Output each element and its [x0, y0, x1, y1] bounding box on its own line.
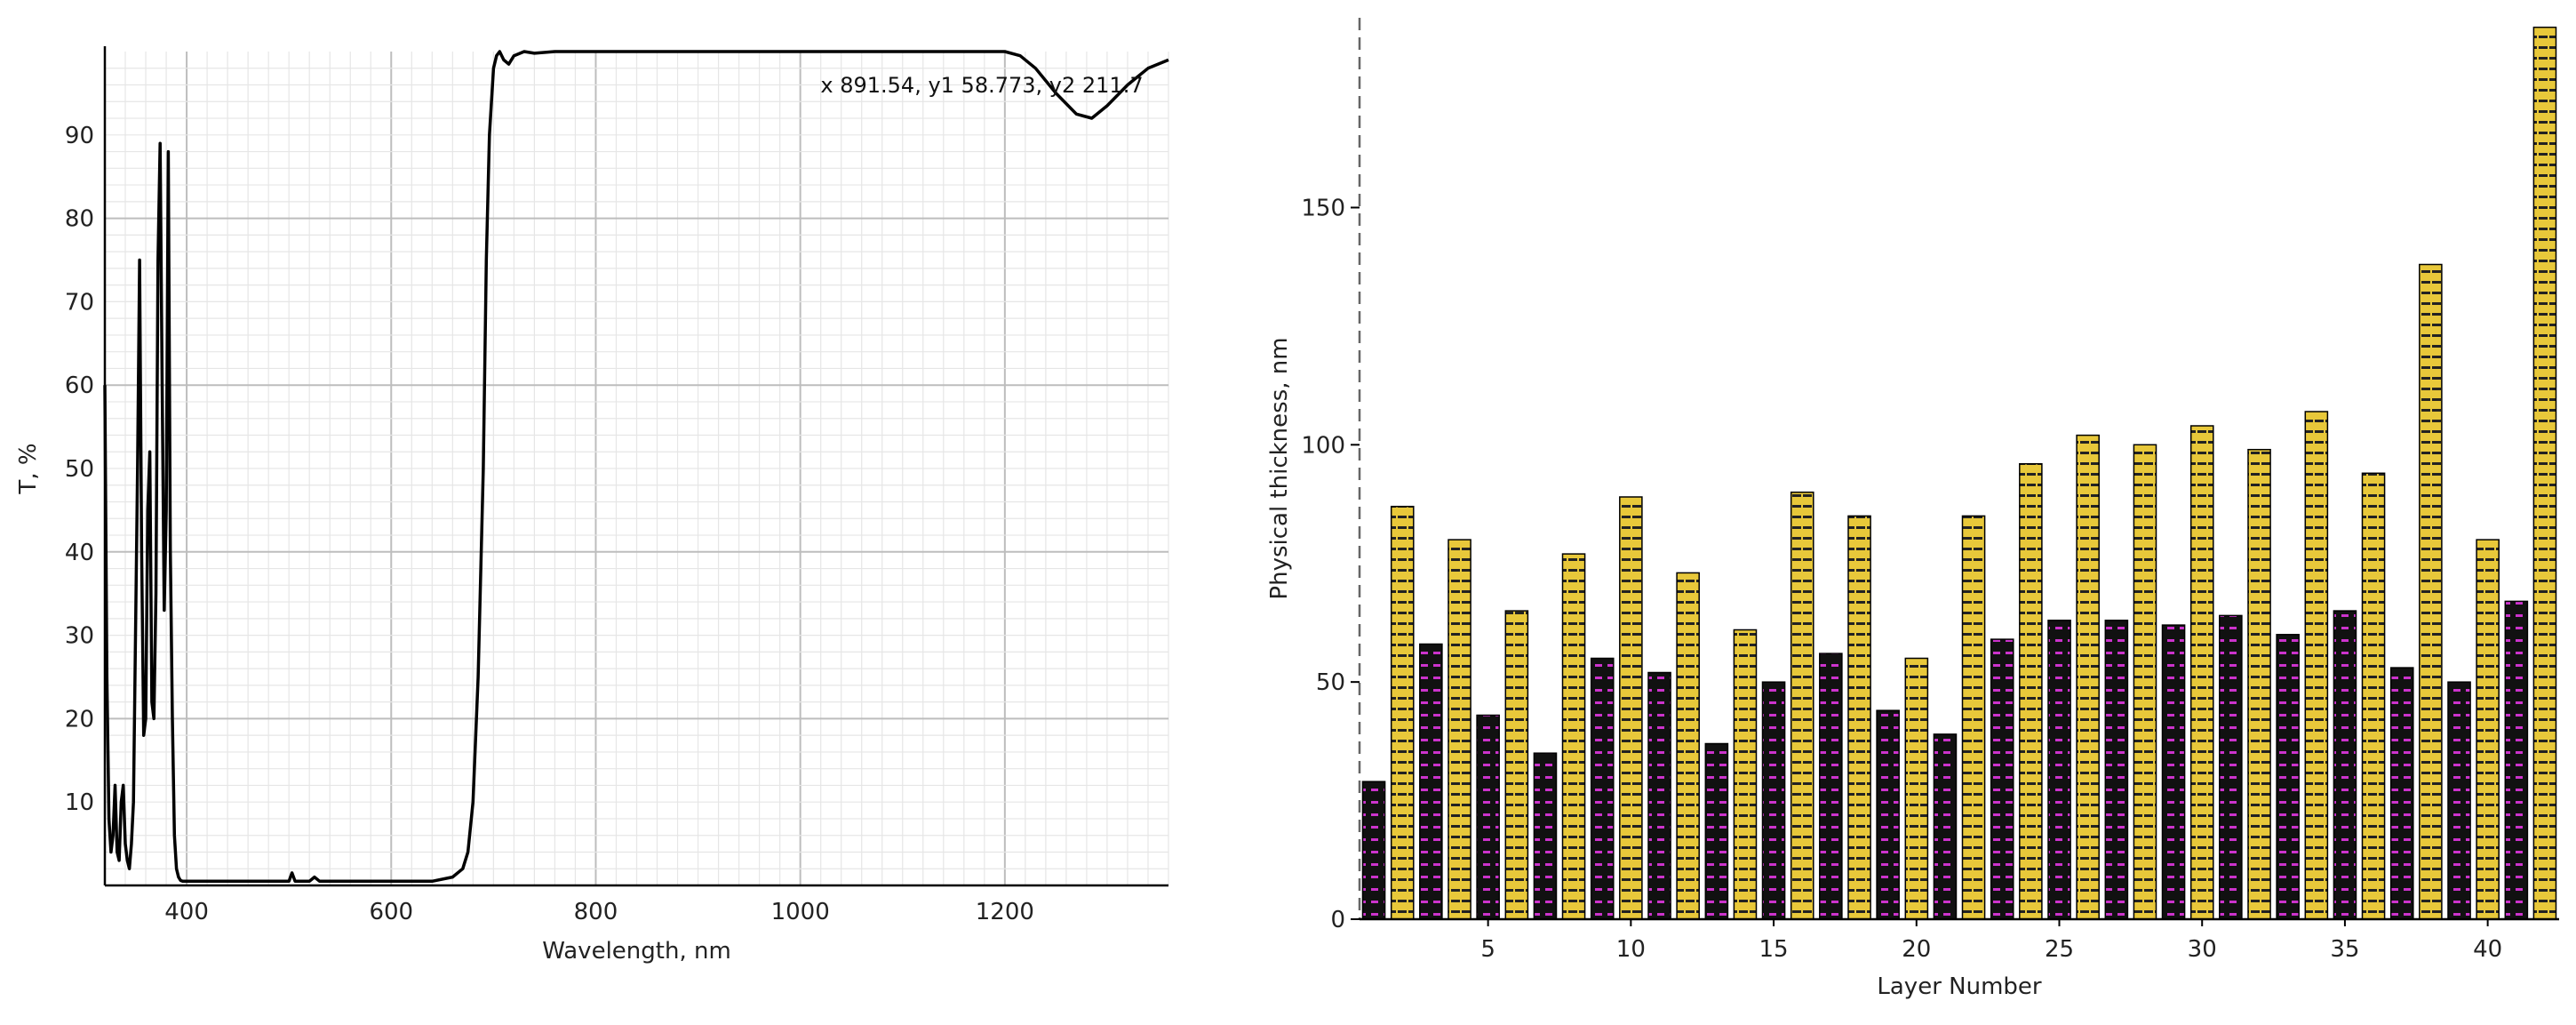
thickness-x-axis-title: Layer Number	[1877, 973, 2042, 1000]
x-tick-label: 400	[164, 899, 209, 925]
bar-layer-29[interactable]	[2161, 624, 2186, 920]
bar-layer-7[interactable]	[1533, 752, 1558, 920]
bar-layer-11[interactable]	[1647, 671, 1671, 920]
layer-thickness-chart: 5 10 15 20 25 30 35 40 0 50 100 150 Layer Number Ph…	[1266, 18, 2559, 1000]
bar-layer-33[interactable]	[2276, 634, 2300, 920]
bar-layer-4[interactable]	[1448, 539, 1471, 920]
transmittance-axes	[103, 46, 1168, 887]
x-tick-label: 25	[2045, 936, 2074, 963]
x-tick-label: 10	[1616, 936, 1646, 963]
x-tick-label: 600	[369, 899, 413, 925]
transmittance-series-line	[103, 50, 1169, 884]
thickness-plot-area[interactable]	[1360, 18, 2559, 919]
bar-layer-8[interactable]	[1561, 553, 1586, 920]
bar-layer-22[interactable]	[1961, 515, 1986, 920]
y-tick-label: 100	[1301, 432, 1345, 459]
y-tick-label: 0	[1330, 907, 1345, 933]
bar-layer-20[interactable]	[1904, 657, 1929, 920]
transmittance-tick-labels: 400 600 800 1000 1200 10 20 30 40 50 60 70 80 90	[65, 123, 1034, 925]
bar-layer-13[interactable]	[1704, 742, 1729, 920]
bar-layer-31[interactable]	[2219, 614, 2243, 920]
bar-layer-34[interactable]	[2304, 411, 2329, 920]
bar-layer-2[interactable]	[1390, 505, 1415, 920]
y-tick-label: 30	[65, 623, 94, 650]
bar-layer-40[interactable]	[2476, 539, 2500, 920]
bar-layer-28[interactable]	[2133, 444, 2157, 920]
bar-layer-15[interactable]	[1761, 681, 1786, 920]
bar-layer-39[interactable]	[2447, 681, 2471, 920]
y-tick-label: 50	[1316, 669, 1345, 696]
x-tick-label: 1000	[771, 899, 830, 925]
bar-layer-21[interactable]	[1933, 733, 1958, 920]
bar-layer-17[interactable]	[1819, 653, 1843, 920]
bar-layer-24[interactable]	[2019, 462, 2043, 920]
thickness-tick-labels: 5 10 15 20 25 30 35 40 0 50 100 150	[1301, 195, 2502, 963]
bar-layer-30[interactable]	[2189, 425, 2214, 920]
bar-layer-41[interactable]	[2504, 600, 2529, 920]
bar-layer-16[interactable]	[1790, 491, 1814, 920]
transmittance-x-axis-title: Wavelength, nm	[542, 938, 731, 965]
bar-layer-18[interactable]	[1847, 515, 1871, 920]
bar-layer-19[interactable]	[1876, 709, 1900, 920]
transmittance-chart: 400 600 800 1000 1200 10 20 30 40 50 60 70 80 90 x 89…	[15, 46, 1169, 965]
bar-layer-12[interactable]	[1676, 572, 1700, 920]
x-tick-label: 20	[1902, 936, 1931, 963]
thickness-bars	[1361, 26, 2557, 920]
x-tick-label: 15	[1759, 936, 1789, 963]
bar-layer-38[interactable]	[2419, 263, 2443, 920]
x-tick-label: 800	[574, 899, 618, 925]
bar-layer-1[interactable]	[1361, 781, 1386, 920]
bar-layer-37[interactable]	[2389, 667, 2414, 920]
bar-layer-27[interactable]	[2104, 620, 2129, 920]
transmittance-y-axis-title: T, %	[15, 443, 42, 494]
bar-layer-3[interactable]	[1419, 643, 1443, 920]
y-tick-label: 20	[65, 706, 94, 733]
cursor-readout: x 891.54, y1 58.773, y2 211.7	[820, 73, 1143, 98]
bar-layer-35[interactable]	[2333, 610, 2357, 920]
bar-layer-9[interactable]	[1590, 657, 1615, 920]
bar-layer-14[interactable]	[1733, 629, 1758, 920]
y-tick-label: 150	[1301, 195, 1345, 221]
bar-layer-6[interactable]	[1504, 610, 1529, 920]
x-tick-label: 35	[2330, 936, 2359, 963]
bar-layer-23[interactable]	[1990, 638, 2014, 920]
x-tick-label: 1200	[976, 899, 1034, 925]
thickness-y-axis-title: Physical thickness, nm	[1266, 337, 1293, 599]
transmittance-grid	[104, 52, 1169, 885]
bar-layer-10[interactable]	[1619, 496, 1643, 920]
bar-layer-32[interactable]	[2247, 448, 2271, 920]
thickness-axes	[1358, 18, 2559, 921]
x-tick-label: 30	[2188, 936, 2217, 963]
y-tick-label: 50	[65, 456, 94, 483]
bar-layer-25[interactable]	[2047, 620, 2071, 920]
bar-layer-26[interactable]	[2076, 434, 2100, 920]
y-tick-label: 90	[65, 123, 94, 149]
bar-layer-36[interactable]	[2361, 472, 2386, 920]
y-tick-label: 10	[65, 789, 94, 816]
bar-layer-42[interactable]	[2532, 26, 2557, 920]
y-tick-label: 70	[65, 289, 94, 316]
y-tick-label: 80	[65, 206, 94, 233]
x-tick-label: 5	[1480, 936, 1495, 963]
x-tick-label: 40	[2473, 936, 2502, 963]
y-tick-label: 40	[65, 540, 94, 566]
y-tick-label: 60	[65, 372, 94, 399]
bar-layer-5[interactable]	[1476, 714, 1500, 920]
